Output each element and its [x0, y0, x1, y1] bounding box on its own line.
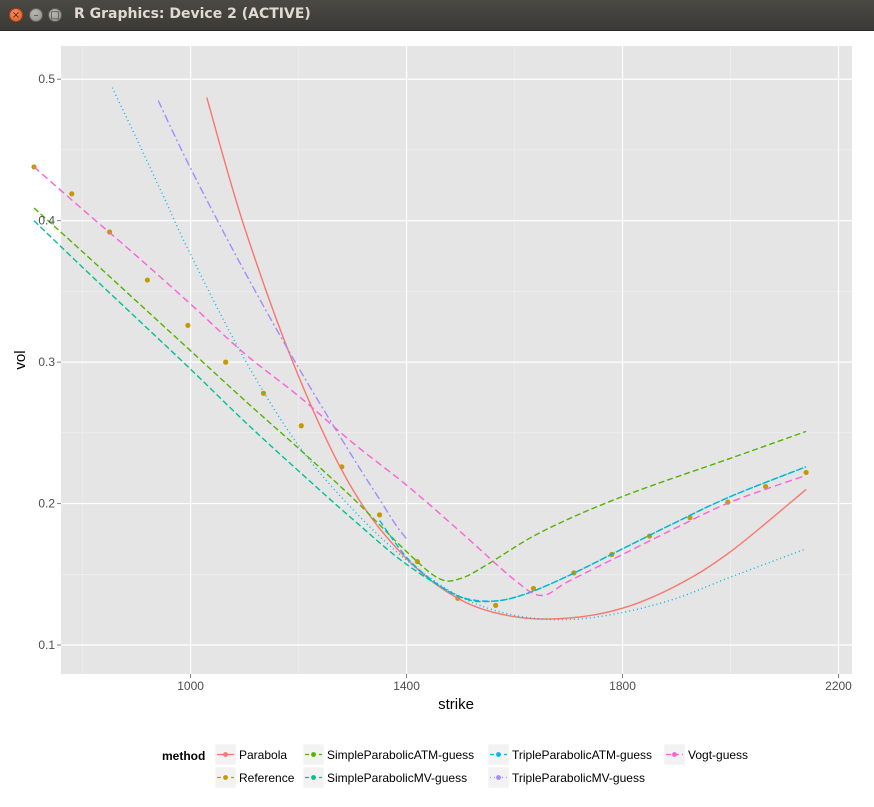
reference-point	[69, 191, 75, 197]
y-tick-label: 0.5	[38, 72, 55, 86]
x-axis-ticks: 1000 1400 1800 2200	[177, 674, 852, 693]
reference-point	[803, 469, 809, 476]
legend-label: SimpleParabolicATM-guess	[327, 748, 474, 762]
window-titlebar: × – □ R Graphics: Device 2 (ACTIVE)	[0, 0, 874, 31]
minor-gridlines	[61, 46, 852, 674]
tripleparabolicatm-guess-dotted-line	[111, 87, 807, 621]
minimize-icon[interactable]: –	[29, 8, 43, 22]
close-icon[interactable]: ×	[9, 8, 23, 22]
reference-point	[763, 483, 769, 490]
chart: 1000 1400 1800 2200 0.10.20.30.40.5 strike …	[12, 46, 852, 789]
parabola-line	[206, 97, 807, 620]
legend-key-point	[223, 775, 228, 780]
legend-label: TripleParabolicATM-guess	[512, 748, 652, 762]
tripleparabolicmv-guess-line	[157, 100, 408, 540]
reference-point	[144, 277, 150, 283]
legend-key-point	[496, 775, 501, 780]
x-tick-label: 1800	[609, 679, 636, 693]
legend: method Parabola Reference SimpleParabolicA…	[162, 743, 748, 789]
reference-point	[687, 515, 693, 521]
y-axis-label: vol	[12, 350, 29, 369]
plot-panel	[61, 46, 852, 674]
legend-label: Vogt-guess	[688, 748, 748, 762]
y-tick-label: 0.4	[38, 214, 55, 228]
reference-point	[223, 359, 229, 365]
vogt-guess-line	[33, 166, 807, 597]
legend-label: SimpleParabolicMV-guess	[327, 771, 467, 785]
reference-point	[530, 585, 537, 592]
reference-point	[298, 423, 304, 429]
legend-label: Reference	[239, 771, 295, 785]
maximize-icon[interactable]: □	[48, 8, 62, 22]
tripleparabolicatm-guess-line	[379, 466, 807, 602]
legend-label: TripleParabolicMV-guess	[512, 771, 645, 785]
series-layer	[31, 87, 809, 621]
legend-key-point	[496, 752, 501, 757]
legend-key-point	[223, 752, 228, 757]
x-tick-label: 2200	[825, 679, 852, 693]
legend-key-point	[311, 752, 316, 757]
legend-label: Parabola	[239, 748, 287, 762]
reference-point	[376, 512, 383, 518]
reference-point	[260, 390, 267, 396]
x-axis-label: strike	[438, 696, 474, 713]
major-gridlines	[61, 46, 852, 674]
legend-key-point	[311, 775, 316, 780]
y-tick-label: 0.1	[38, 638, 55, 652]
y-tick-label: 0.2	[38, 497, 55, 511]
window-title: R Graphics: Device 2 (ACTIVE)	[74, 6, 311, 22]
reference-point	[185, 322, 191, 328]
y-tick-label: 0.3	[38, 355, 55, 369]
simpleparabolicatm-guess-line	[33, 207, 807, 582]
x-tick-label: 1000	[177, 679, 204, 693]
legend-title: method	[162, 749, 205, 763]
legend-key-point	[672, 752, 677, 757]
x-tick-label: 1400	[393, 679, 420, 693]
y-axis-ticks: 0.1 0.2 0.3 0.4 0.5	[38, 72, 61, 652]
reference-point	[493, 602, 499, 609]
